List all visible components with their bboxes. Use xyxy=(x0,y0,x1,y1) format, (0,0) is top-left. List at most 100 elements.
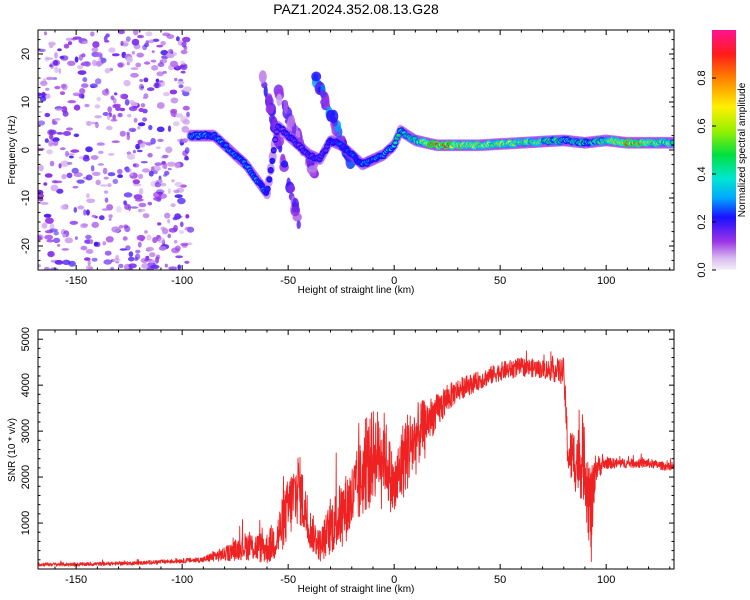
noise-blob xyxy=(160,49,169,56)
noise-blob xyxy=(95,78,102,85)
noise-blob xyxy=(164,263,168,268)
noise-blob xyxy=(114,92,118,96)
noise-blob xyxy=(177,264,182,270)
noise-blob xyxy=(87,259,91,266)
noise-blob xyxy=(92,41,100,48)
spectrogram-xtick-label: 0 xyxy=(391,275,397,287)
noise-blob xyxy=(176,36,180,42)
noise-blob xyxy=(182,138,188,144)
noise-blob xyxy=(90,165,95,172)
noise-blob xyxy=(169,60,179,68)
noise-blob xyxy=(45,93,51,99)
noise-blob xyxy=(80,245,88,251)
colorbar-tick-label: 0.0 xyxy=(696,262,708,277)
noise-blob xyxy=(157,222,162,226)
noise-blob xyxy=(117,174,123,179)
noise-blob xyxy=(130,206,139,209)
noise-blob xyxy=(96,142,105,146)
noise-blob xyxy=(49,223,55,230)
noise-blob xyxy=(175,255,184,259)
noise-blob xyxy=(60,160,69,167)
tone-core xyxy=(393,141,398,145)
spectrogram-xtick-label: 50 xyxy=(494,275,506,287)
noise-blob xyxy=(173,224,178,232)
noise-blob xyxy=(89,83,98,88)
noise-blob xyxy=(107,172,116,177)
noise-blob xyxy=(115,254,120,261)
noise-blob xyxy=(135,249,141,254)
noise-blob xyxy=(73,207,78,213)
noise-blob xyxy=(171,113,176,117)
noise-blob xyxy=(142,213,150,219)
noise-blob xyxy=(184,147,190,154)
noise-blob xyxy=(57,243,61,247)
noise-blob xyxy=(38,164,44,172)
noise-blob xyxy=(80,62,87,66)
noise-blob xyxy=(154,181,162,188)
noise-blob xyxy=(70,149,80,153)
streak-blob xyxy=(308,165,318,173)
noise-blob xyxy=(137,173,144,179)
noise-blob xyxy=(138,202,147,208)
noise-blob xyxy=(95,60,102,67)
noise-blob xyxy=(117,112,123,118)
noise-blob xyxy=(109,67,114,72)
streak-blob xyxy=(280,160,289,168)
noise-blob xyxy=(111,226,121,233)
noise-blob xyxy=(59,55,65,60)
noise-blob xyxy=(108,218,112,221)
noise-blob xyxy=(146,87,155,92)
streak-blob xyxy=(283,99,289,114)
noise-blob xyxy=(152,38,160,42)
noise-blob xyxy=(145,255,150,260)
colorbar-ticks: 0.0 0.2 0.4 0.6 0.8 xyxy=(696,70,716,278)
noise-blob xyxy=(182,105,190,111)
noise-blob xyxy=(67,41,73,46)
noise-blob xyxy=(156,71,164,77)
noise-blob xyxy=(184,260,190,264)
noise-blob xyxy=(79,88,86,95)
noise-blob xyxy=(91,221,99,228)
snr-ytick-label: 5000 xyxy=(20,327,32,351)
noise-blob xyxy=(165,146,173,154)
snr-axes: -150 -100 -50 0 50 100 1000 2000 3000 4000 5000 xyxy=(20,327,674,586)
noise-blob xyxy=(117,168,123,175)
noise-blob xyxy=(169,89,178,95)
streak-blob xyxy=(287,115,296,128)
noise-blob xyxy=(54,52,58,59)
noise-blob xyxy=(83,209,87,216)
noise-blob xyxy=(53,237,61,244)
noise-blob xyxy=(38,110,43,114)
spectrogram-xlabel: Height of straight line (km) xyxy=(298,285,415,296)
noise-blob xyxy=(85,146,93,153)
tone-core xyxy=(323,148,328,152)
noise-blob xyxy=(160,182,167,187)
noise-blob xyxy=(66,127,73,131)
noise-blob xyxy=(179,230,185,235)
spectrogram-plot-area xyxy=(38,30,674,270)
noise-blob xyxy=(180,221,184,228)
noise-blob xyxy=(119,107,126,112)
noise-blob xyxy=(43,77,46,84)
noise-blob xyxy=(93,241,99,247)
noise-blob xyxy=(136,52,144,58)
noise-blob xyxy=(177,40,183,46)
noise-blob xyxy=(128,251,134,257)
noise-blob xyxy=(161,227,169,235)
noise-blob xyxy=(145,40,150,44)
noise-blob xyxy=(38,264,41,268)
colorbar: 0.0 0.2 0.4 0.6 0.8 Normalized spectral ampl… xyxy=(696,30,748,278)
noise-blob xyxy=(174,194,183,199)
noise-blob xyxy=(113,103,121,107)
noise-blob xyxy=(153,82,161,89)
noise-blob xyxy=(150,59,157,63)
noise-blob xyxy=(96,96,101,102)
noise-blob xyxy=(157,237,165,244)
noise-blob xyxy=(94,115,102,119)
noise-blob xyxy=(62,110,69,117)
noise-blob xyxy=(110,95,115,101)
noise-blob xyxy=(91,214,97,218)
noise-blob xyxy=(44,112,51,118)
noise-blob xyxy=(175,113,184,118)
